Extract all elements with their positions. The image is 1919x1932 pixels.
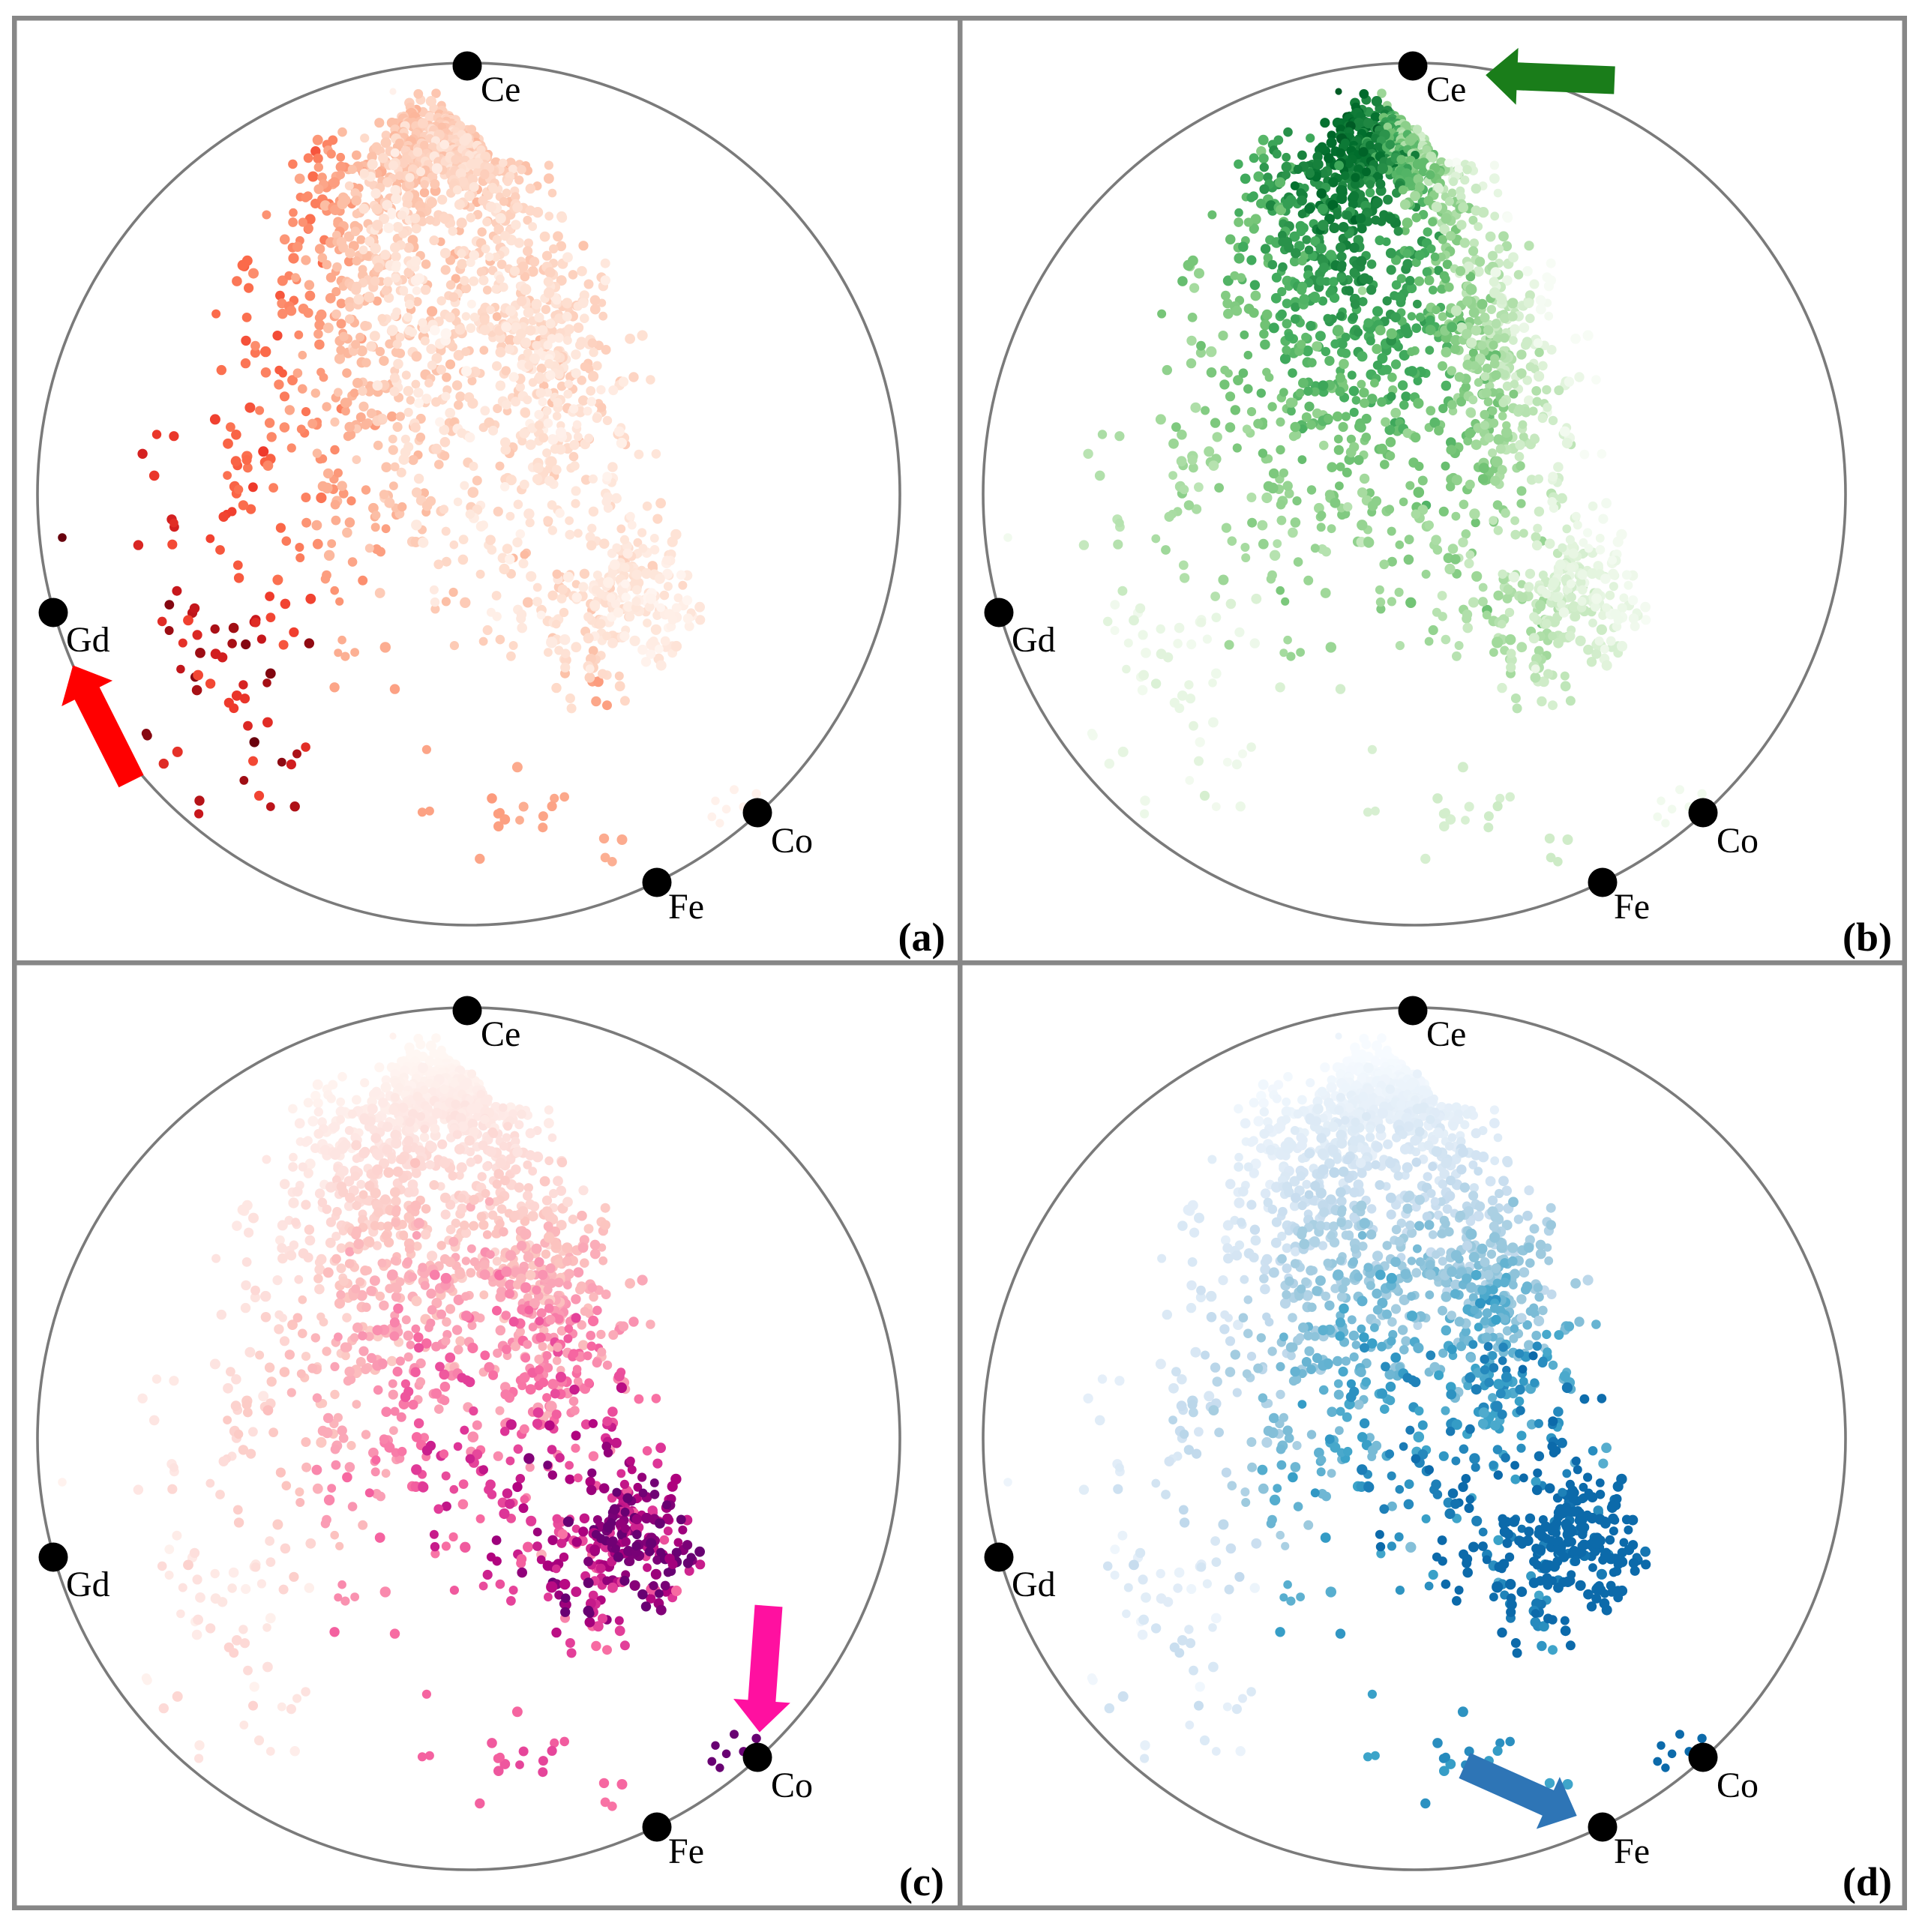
svg-text:Co: Co	[1717, 821, 1759, 861]
svg-text:(a): (a)	[898, 915, 946, 960]
svg-text:Fe: Fe	[1614, 887, 1650, 927]
svg-text:Gd: Gd	[66, 620, 110, 660]
svg-text:Fe: Fe	[668, 887, 704, 927]
svg-text:Ce: Ce	[1426, 70, 1466, 109]
svg-text:Ce: Ce	[481, 70, 520, 109]
svg-text:(b): (b)	[1843, 915, 1892, 960]
svg-text:Co: Co	[771, 821, 813, 861]
svg-text:Gd: Gd	[1012, 620, 1056, 660]
